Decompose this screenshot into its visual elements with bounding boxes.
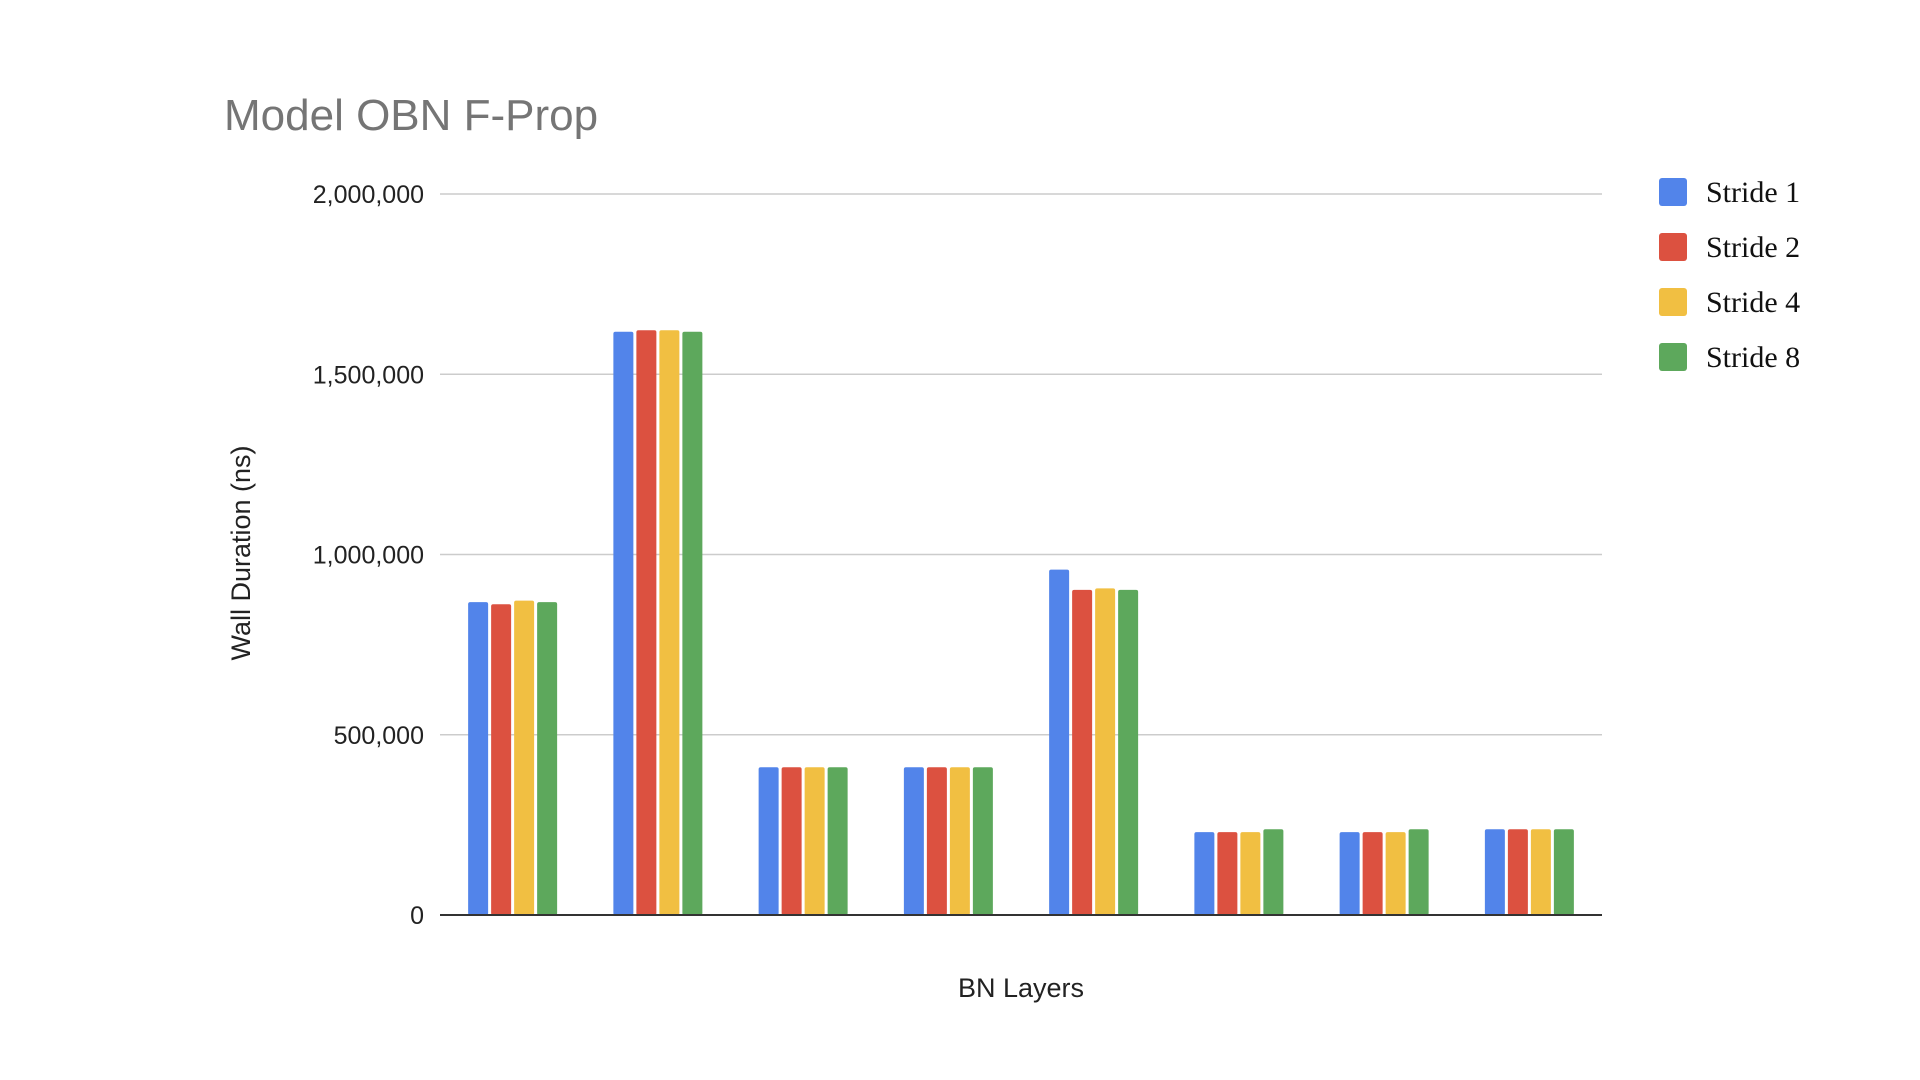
y-axis-label: Wall Duration (ns) — [226, 445, 256, 660]
bar — [1484, 829, 1505, 915]
bar — [613, 331, 634, 915]
legend-label: Stride 1 — [1706, 176, 1800, 209]
bar — [758, 767, 779, 915]
bar — [1095, 588, 1116, 915]
bar — [1072, 589, 1093, 915]
bar — [682, 331, 703, 915]
bar — [1530, 829, 1551, 915]
legend-label: Stride 4 — [1706, 286, 1800, 319]
bar — [972, 767, 993, 915]
legend-label: Stride 2 — [1706, 231, 1800, 264]
bar — [1553, 829, 1574, 915]
bar — [1118, 589, 1139, 915]
legend-swatch — [1659, 343, 1687, 371]
bar — [636, 330, 657, 915]
bar — [491, 604, 512, 915]
bar — [1194, 832, 1215, 915]
bar — [1507, 829, 1528, 915]
bar — [1339, 832, 1360, 915]
bar — [804, 767, 825, 915]
bar — [468, 602, 489, 915]
legend-swatch — [1659, 233, 1687, 261]
y-tick-label: 0 — [410, 902, 424, 930]
bar — [1049, 569, 1070, 915]
bar — [514, 600, 535, 915]
y-tick-label: 2,000,000 — [313, 181, 424, 209]
bar — [926, 767, 947, 915]
x-axis-label: BN Layers — [958, 973, 1084, 1003]
bar — [1263, 829, 1284, 915]
y-axis-ticks: 0 500,000 1,000,000 1,500,000 2,000,000 — [313, 181, 424, 930]
bar — [537, 602, 558, 915]
bar — [659, 330, 680, 915]
bar — [903, 767, 924, 915]
chart-title: Model OBN F-Prop — [224, 91, 598, 140]
bar — [1362, 832, 1383, 915]
legend-label: Stride 8 — [1706, 341, 1800, 374]
y-tick-label: 1,000,000 — [313, 542, 424, 570]
legend-swatch — [1659, 178, 1687, 206]
y-tick-label: 1,500,000 — [313, 361, 424, 389]
bar — [827, 767, 848, 915]
bars — [468, 330, 1574, 915]
bar — [781, 767, 802, 915]
bar — [1217, 832, 1238, 915]
bar — [1240, 832, 1261, 915]
bar — [1385, 832, 1406, 915]
y-tick-label: 500,000 — [334, 722, 424, 750]
bar — [949, 767, 970, 915]
legend: Stride 1 Stride 2 Stride 4 Stride 8 — [1659, 176, 1800, 374]
legend-swatch — [1659, 288, 1687, 316]
gridlines — [440, 193, 1602, 736]
bar — [1408, 829, 1429, 915]
